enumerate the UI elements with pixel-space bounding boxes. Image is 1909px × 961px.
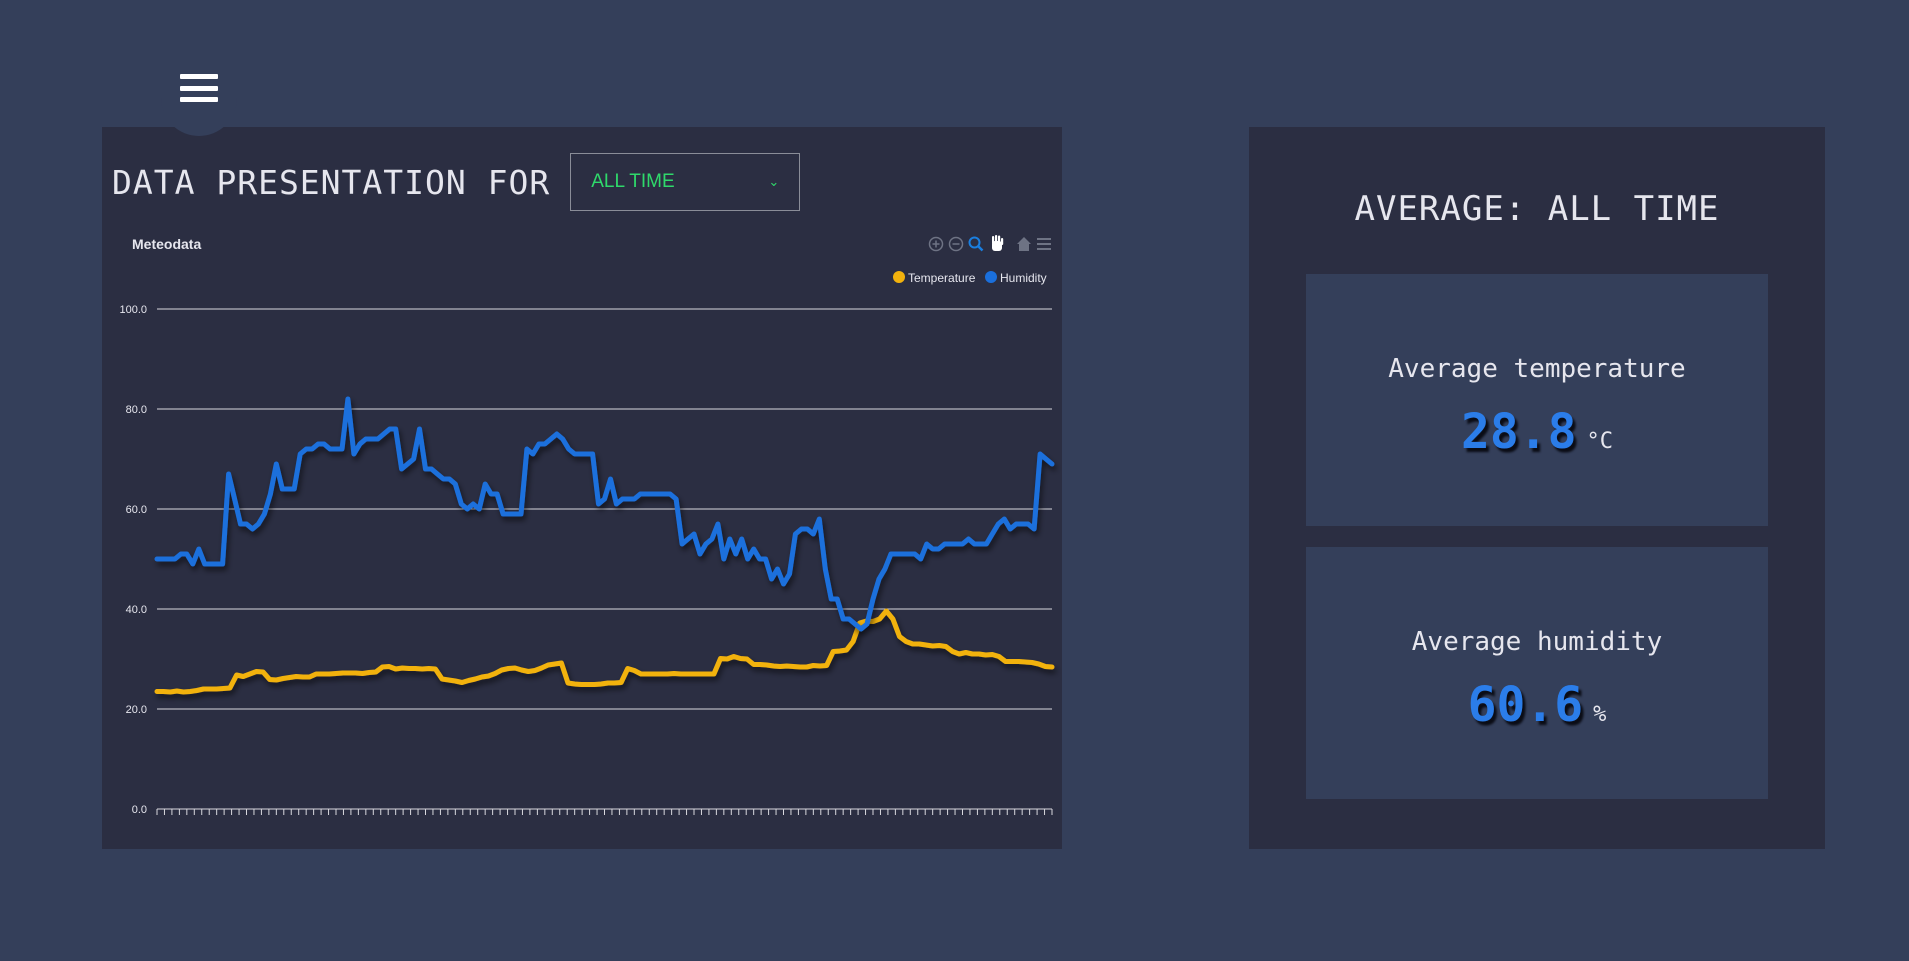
menu-bar-bottom: [180, 97, 218, 102]
selection-zoom-icon[interactable]: [968, 236, 984, 252]
series-line-temperature[interactable]: [154, 608, 1055, 695]
legend-label-humidity[interactable]: Humidity: [1000, 271, 1047, 285]
average-humidity-value: 60.6: [1467, 677, 1584, 733]
average-temperature-value: 28.8: [1460, 404, 1577, 460]
y-tick-label: 60.0: [126, 504, 147, 516]
hamburger-menu-icon[interactable]: [176, 68, 222, 108]
average-title-prefix: AVERAGE:: [1354, 189, 1548, 229]
period-select[interactable]: ALL TIME ⌄: [570, 153, 801, 211]
y-axis-labels: 0.0 20.0 40.0 60.0 80.0 100.0: [119, 304, 147, 816]
menu-bar-middle: [180, 85, 218, 91]
legend-label-temperature[interactable]: Temperature: [908, 271, 976, 285]
average-temperature-unit: °C: [1586, 429, 1614, 454]
legend-marker-temperature: [893, 271, 905, 283]
y-tick-label: 100.0: [119, 304, 147, 316]
zoom-out-icon[interactable]: [948, 236, 964, 252]
average-title: AVERAGE: ALL TIME: [1249, 189, 1825, 229]
header-row: DATA PRESENTATION FOR ALL TIME ⌄: [112, 153, 801, 211]
menu-bar-top: [180, 74, 218, 79]
menu-icon[interactable]: [1037, 238, 1051, 250]
pan-hand-icon[interactable]: [992, 235, 1004, 251]
chart-series: [154, 396, 1055, 695]
y-tick-label: 0.0: [132, 804, 147, 816]
chart-legend: Temperature Humidity: [893, 271, 1047, 285]
average-temperature-label: Average temperature: [1388, 354, 1686, 384]
page-title: DATA PRESENTATION FOR: [112, 162, 551, 202]
chart-grid: [157, 308, 1052, 710]
chevron-down-icon: ⌄: [768, 174, 780, 189]
average-panel: AVERAGE: ALL TIME Average temperature 28…: [1249, 127, 1825, 849]
chart-panel: DATA PRESENTATION FOR ALL TIME ⌄ Meteoda…: [102, 127, 1062, 849]
average-humidity-label: Average humidity: [1411, 627, 1663, 657]
average-humidity-unit: %: [1593, 702, 1607, 727]
series-line-humidity[interactable]: [154, 396, 1055, 632]
reset-home-icon[interactable]: [1017, 237, 1031, 251]
period-select-value: ALL TIME: [591, 171, 675, 192]
line-chart: Meteodata: [119, 235, 1055, 816]
chart-title: Meteodata: [132, 236, 201, 252]
y-tick-label: 80.0: [126, 404, 147, 416]
y-tick-label: 20.0: [126, 704, 147, 716]
average-humidity-card: Average humidity 60.6 %: [1306, 547, 1768, 799]
legend-marker-humidity: [985, 271, 997, 283]
y-tick-label: 40.0: [126, 604, 147, 616]
average-temperature-card: Average temperature 28.8 °C: [1306, 274, 1768, 526]
average-title-period: ALL TIME: [1547, 189, 1720, 229]
zoom-in-icon[interactable]: [928, 236, 944, 252]
chart-toolbar: [928, 235, 1051, 252]
x-axis-ticks: [156, 808, 1053, 815]
